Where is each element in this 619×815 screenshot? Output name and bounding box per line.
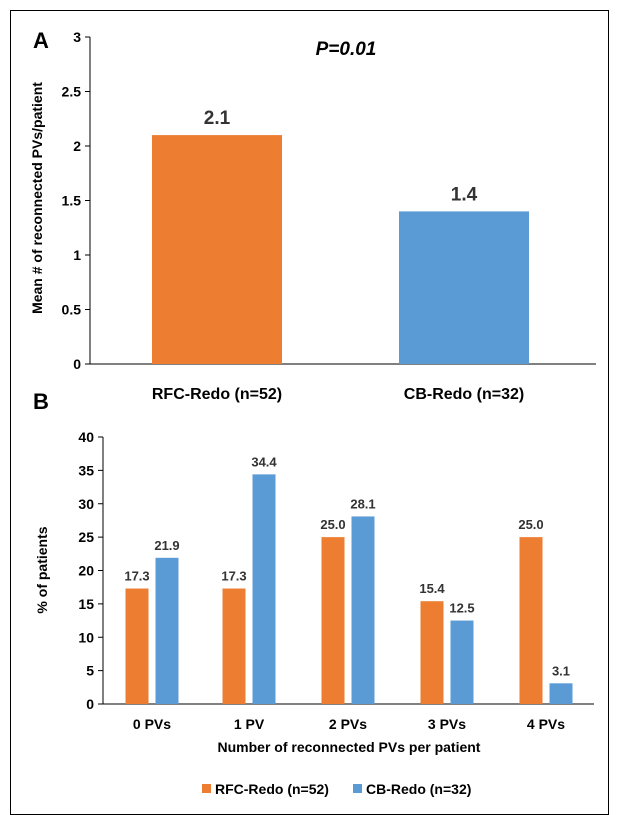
panel-b-y-tick-label: 25 [78, 529, 94, 545]
panel-b-legend: RFC-Redo (n=52) CB-Redo (n=32) [202, 781, 471, 797]
panel-a-data-label: 1.4 [451, 184, 478, 205]
panel-b-data-label: 21.9 [154, 538, 179, 553]
panel-b-y-tick-label: 10 [78, 629, 94, 645]
panel-b-bar-rfc-redo [519, 537, 543, 704]
panel-b-data-label: 12.5 [449, 601, 474, 616]
panel-b-category-label: 0 PVs [133, 716, 171, 732]
panel-b-y-tick-label: 5 [86, 663, 94, 679]
legend-label-cb-redo: CB-Redo (n=32) [366, 781, 471, 797]
panel-b-bar-cb-redo [450, 620, 474, 704]
legend-label-rfc-redo: RFC-Redo (n=52) [215, 781, 329, 797]
legend-swatch-cb-redo [353, 784, 362, 793]
panel-a-data-label: 2.1 [204, 108, 231, 129]
panel-b-category-label: 4 PVs [527, 716, 565, 732]
panel-b-data-label: 15.4 [419, 581, 445, 596]
panel-a-y-tick-label: 2.5 [62, 84, 82, 100]
panel-b-category-label: 3 PVs [428, 716, 466, 732]
panel-a-bar [152, 135, 282, 364]
panel-b-data-label: 34.4 [251, 454, 277, 469]
panel-b-data-label: 28.1 [350, 496, 375, 511]
panel-b-bar-cb-redo [155, 557, 179, 704]
panel-b-data-label: 25.0 [518, 517, 543, 532]
panel-b-chart: B % of patients 0 5 10 15 20 25 30 35 40 17.3 21.… [33, 389, 594, 797]
panel-a-chart: A P=0.01 Mean # of reconnected PVs/patie… [29, 28, 596, 403]
panel-b-bar-rfc-redo [321, 537, 345, 704]
panel-b-y-tick-label: 35 [78, 462, 94, 478]
panel-a-y-tick-label: 1 [73, 247, 81, 263]
panel-b-y-tick-label: 40 [78, 429, 94, 445]
panel-a-bar [399, 211, 529, 364]
panel-b-y-axis-title: % of patients [34, 526, 50, 613]
panel-b-category-label: 1 PV [234, 716, 265, 732]
panel-a-category-label: CB-Redo (n=32) [404, 386, 524, 403]
panel-b-bar-cb-redo [549, 683, 573, 704]
panel-a-y-tick-label: 1.5 [62, 193, 82, 209]
panel-b-bar-rfc-redo [125, 588, 149, 704]
panel-a-y-tick-label: 2 [73, 138, 81, 154]
panel-b-category-label: 2 PVs [329, 716, 367, 732]
figure-frame [10, 10, 609, 815]
panel-b-data-label: 25.0 [320, 517, 345, 532]
panel-b-bar-rfc-redo [420, 601, 444, 704]
panel-b-bar-cb-redo [351, 516, 375, 704]
panel-b-data-label: 17.3 [124, 569, 149, 584]
panel-a-y-tick-label: 0.5 [62, 302, 82, 318]
panel-b-bar-rfc-redo [222, 588, 246, 704]
panel-a-letter: A [33, 28, 49, 53]
panel-b-x-axis-title: Number of reconnected PVs per patient [218, 739, 481, 755]
panel-b-data-label: 3.1 [552, 663, 570, 678]
panel-a-y-tick-label: 0 [73, 356, 81, 372]
panel-b-y-tick-label: 0 [86, 696, 94, 712]
panel-b-bar-cb-redo [252, 474, 276, 704]
legend-swatch-rfc-redo [202, 784, 211, 793]
panel-a-y-tick-label: 3 [73, 29, 81, 45]
panel-b-y-tick-label: 15 [78, 596, 94, 612]
panel-b-y-tick-label: 20 [78, 563, 94, 579]
panel-b-y-tick-label: 30 [78, 496, 94, 512]
panel-a-y-axis-title: Mean # of reconnected PVs/patient [29, 82, 45, 314]
p-value-annotation: P=0.01 [316, 39, 377, 60]
panel-b-data-label: 17.3 [221, 569, 246, 584]
panel-a-category-label: RFC-Redo (n=52) [152, 386, 282, 403]
panel-b-letter: B [33, 389, 49, 414]
